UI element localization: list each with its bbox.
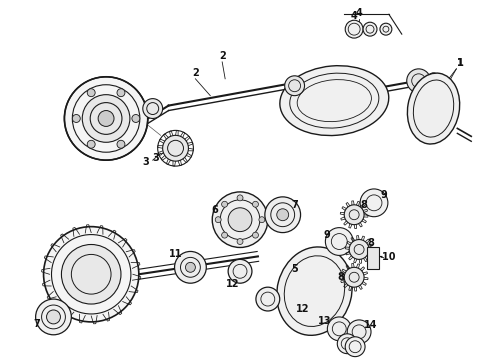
Circle shape [380,23,392,35]
Circle shape [174,251,206,283]
Circle shape [344,205,364,225]
Circle shape [61,244,121,304]
Circle shape [163,135,189,161]
Circle shape [132,114,140,122]
Circle shape [185,262,196,272]
Text: 7: 7 [291,200,298,210]
Text: 2: 2 [192,68,199,78]
Circle shape [44,227,139,322]
Text: 5: 5 [291,264,298,274]
Circle shape [363,22,377,36]
Circle shape [259,217,265,223]
Circle shape [212,192,268,247]
Circle shape [237,239,243,244]
Text: -10: -10 [378,252,395,262]
Text: 11: 11 [169,249,182,260]
Circle shape [228,260,252,283]
Text: 1: 1 [457,58,464,68]
Text: 12: 12 [296,304,309,314]
Text: 3: 3 [152,153,159,163]
Circle shape [252,232,258,238]
Text: 8: 8 [361,200,368,210]
Circle shape [277,209,289,221]
Ellipse shape [407,73,460,144]
Circle shape [73,114,80,122]
Circle shape [256,287,280,311]
Circle shape [143,99,163,118]
Circle shape [36,299,72,335]
Circle shape [407,69,431,93]
Circle shape [215,217,221,223]
Text: 3: 3 [143,157,149,167]
Circle shape [98,111,114,126]
Circle shape [221,201,227,207]
Circle shape [237,195,243,201]
Ellipse shape [277,247,352,335]
Polygon shape [367,247,379,269]
Circle shape [327,317,351,341]
Circle shape [337,334,357,354]
Text: 7: 7 [33,319,40,329]
Circle shape [349,239,369,260]
Text: 9: 9 [324,230,331,239]
Text: 13: 13 [318,316,331,326]
Circle shape [47,310,60,324]
Circle shape [82,95,130,142]
Circle shape [252,201,258,207]
Text: 6: 6 [212,205,219,215]
Text: 2: 2 [219,51,225,61]
Circle shape [221,232,227,238]
Circle shape [347,320,371,344]
Circle shape [360,189,388,217]
Circle shape [345,337,365,357]
Circle shape [64,77,148,160]
Circle shape [265,197,300,233]
Circle shape [428,73,440,85]
Text: 8: 8 [338,272,344,282]
Text: 4: 4 [351,11,358,21]
Circle shape [285,76,305,96]
Circle shape [87,89,95,97]
Circle shape [228,208,252,231]
Text: 8: 8 [368,238,374,248]
Circle shape [117,140,125,148]
Circle shape [325,228,353,255]
Text: 14: 14 [364,320,378,330]
Circle shape [117,89,125,97]
Text: 12: 12 [226,279,240,289]
Circle shape [344,267,364,287]
Ellipse shape [280,66,389,136]
Text: 4: 4 [356,8,363,18]
Circle shape [87,140,95,148]
Circle shape [345,20,363,38]
Text: 9: 9 [381,190,387,200]
Text: 1: 1 [457,58,464,68]
